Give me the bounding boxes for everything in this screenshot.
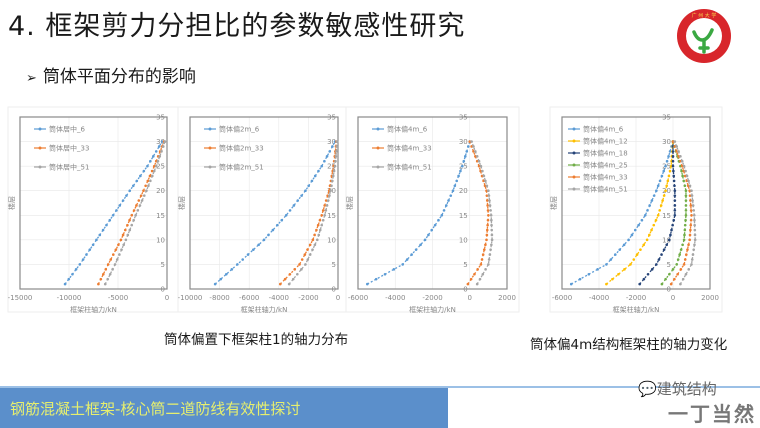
svg-text:0: 0 <box>463 286 467 294</box>
svg-text:10: 10 <box>327 236 336 244</box>
svg-text:5: 5 <box>667 261 671 269</box>
svg-text:-5000: -5000 <box>108 294 128 302</box>
bullet-point: ➢ 筒体平面分布的影响 <box>26 62 196 87</box>
svg-text:筒体偏4m_18: 筒体偏4m_18 <box>583 149 628 158</box>
svg-text:-2000: -2000 <box>626 294 646 302</box>
svg-text:-15000: -15000 <box>8 294 33 302</box>
svg-text:30: 30 <box>459 138 468 146</box>
svg-text:-2000: -2000 <box>422 294 442 302</box>
svg-text:-10000: -10000 <box>57 294 82 302</box>
svg-text:0: 0 <box>161 286 165 294</box>
svg-text:35: 35 <box>156 114 165 122</box>
svg-text:25: 25 <box>327 163 336 171</box>
wechat-icon: 💬 <box>638 380 657 398</box>
svg-text:筒体偏4m_51: 筒体偏4m_51 <box>583 185 628 194</box>
svg-text:0: 0 <box>165 294 169 302</box>
svg-text:-4000: -4000 <box>385 294 405 302</box>
svg-text:框架柱轴力/kN: 框架柱轴力/kN <box>241 305 288 314</box>
university-logo-icon: 广 州 大 学 <box>677 9 731 63</box>
svg-text:筒体偏4m_51: 筒体偏4m_51 <box>387 163 432 172</box>
svg-text:0: 0 <box>667 286 671 294</box>
svg-text:筒体偏4m_6: 筒体偏4m_6 <box>583 125 624 134</box>
svg-text:20: 20 <box>156 187 165 195</box>
svg-text:15: 15 <box>327 212 336 220</box>
svg-text:筒体偏4m_25: 筒体偏4m_25 <box>583 161 628 170</box>
svg-text:筒体偏4m_33: 筒体偏4m_33 <box>387 144 432 153</box>
watermark-wechat: 💬建筑结构 <box>638 378 717 399</box>
svg-text:楼层: 楼层 <box>177 196 186 210</box>
svg-text:15: 15 <box>156 212 165 220</box>
svg-text:0: 0 <box>332 286 336 294</box>
svg-text:-4000: -4000 <box>589 294 609 302</box>
svg-text:35: 35 <box>459 114 468 122</box>
svg-text:框架柱轴力/kN: 框架柱轴力/kN <box>70 305 117 314</box>
svg-text:2000: 2000 <box>498 294 516 302</box>
svg-text:广 州 大 学: 广 州 大 学 <box>692 12 717 19</box>
svg-text:5: 5 <box>332 261 336 269</box>
footer-right-area <box>448 388 760 428</box>
svg-text:10: 10 <box>459 236 468 244</box>
slide-title: 4. 框架剪力分担比的参数敏感性研究 <box>8 11 466 42</box>
svg-text:25: 25 <box>156 163 165 171</box>
caption-right: 筒体偏4m结构框架柱的轴力变化 <box>530 337 728 353</box>
svg-text:-6000: -6000 <box>552 294 572 302</box>
svg-text:20: 20 <box>459 187 468 195</box>
svg-text:2000: 2000 <box>701 294 719 302</box>
bullet-text: 筒体平面分布的影响 <box>42 67 196 87</box>
svg-text:筒体偏4m_6: 筒体偏4m_6 <box>387 125 428 134</box>
svg-text:-10000: -10000 <box>178 294 203 302</box>
footer-bar <box>0 388 448 428</box>
footer-divider <box>0 386 760 388</box>
svg-text:-4000: -4000 <box>269 294 289 302</box>
svg-text:-6000: -6000 <box>348 294 368 302</box>
caption-left: 筒体偏置下框架柱1的轴力分布 <box>164 332 349 348</box>
svg-text:15: 15 <box>459 212 468 220</box>
svg-text:30: 30 <box>662 138 671 146</box>
svg-text:楼层: 楼层 <box>549 196 558 210</box>
svg-text:楼层: 楼层 <box>345 196 354 210</box>
svg-text:楼层: 楼层 <box>7 196 16 210</box>
svg-text:框架柱轴力/kN: 框架柱轴力/kN <box>613 305 660 314</box>
svg-text:5: 5 <box>161 261 165 269</box>
svg-text:15: 15 <box>662 212 671 220</box>
footer-text: 钢筋混凝土框架-核心筒二道防线有效性探讨 <box>10 400 301 418</box>
svg-text:筒体偏4m_33: 筒体偏4m_33 <box>583 173 628 182</box>
svg-text:-6000: -6000 <box>239 294 259 302</box>
svg-text:筒体居中_6: 筒体居中_6 <box>49 125 85 134</box>
svg-text:5: 5 <box>463 261 467 269</box>
svg-text:10: 10 <box>156 236 165 244</box>
svg-text:30: 30 <box>327 138 336 146</box>
svg-text:筒体偏4m_12: 筒体偏4m_12 <box>583 137 628 146</box>
svg-text:筒体偏2m_51: 筒体偏2m_51 <box>219 163 264 172</box>
svg-text:0: 0 <box>468 294 472 302</box>
svg-text:筒体偏2m_33: 筒体偏2m_33 <box>219 144 264 153</box>
svg-text:筒体偏2m_6: 筒体偏2m_6 <box>219 125 260 134</box>
svg-text:35: 35 <box>662 114 671 122</box>
svg-text:35: 35 <box>327 114 336 122</box>
svg-text:筒体居中_33: 筒体居中_33 <box>49 144 89 153</box>
watermark-line2: 一丁当然 <box>668 402 756 426</box>
svg-text:-2000: -2000 <box>298 294 318 302</box>
svg-text:10: 10 <box>662 236 671 244</box>
svg-text:0: 0 <box>336 294 340 302</box>
svg-text:0: 0 <box>671 294 675 302</box>
watermark-line1: 建筑结构 <box>656 380 717 398</box>
svg-text:筒体居中_51: 筒体居中_51 <box>49 163 89 172</box>
arrow-bullet-icon: ➢ <box>26 71 37 86</box>
svg-text:框架柱轴力/kN: 框架柱轴力/kN <box>409 305 456 314</box>
svg-text:30: 30 <box>156 138 165 146</box>
svg-text:-8000: -8000 <box>209 294 229 302</box>
